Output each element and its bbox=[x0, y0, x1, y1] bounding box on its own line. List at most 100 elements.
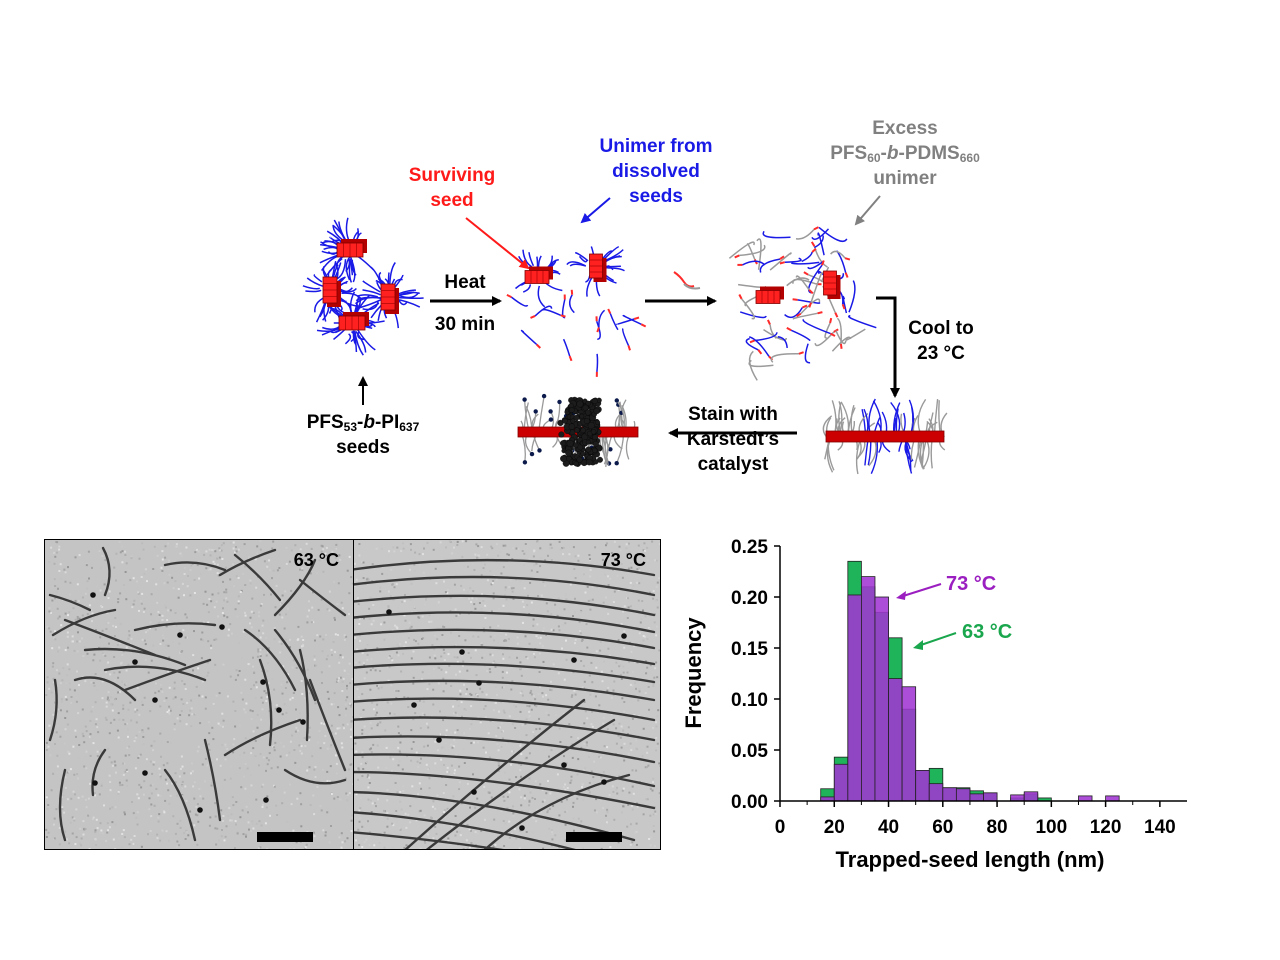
tem-micrograph-73c bbox=[354, 540, 660, 849]
seeds-label: PFS53-b-PI637 seeds bbox=[290, 410, 436, 460]
excess-line3: unimer bbox=[873, 168, 937, 189]
trapped-seed bbox=[571, 657, 577, 663]
polymer-chain bbox=[802, 318, 831, 335]
polymer-chain bbox=[830, 250, 846, 259]
stain-line1: Stain with bbox=[688, 404, 778, 425]
polymer-chain bbox=[345, 217, 351, 243]
micelle-filament bbox=[273, 628, 317, 702]
histogram-bar bbox=[955, 788, 971, 802]
trapped-seed bbox=[386, 609, 392, 615]
polymer-chain bbox=[739, 244, 766, 257]
excess-pdms-sub: 660 bbox=[959, 151, 980, 165]
micelle-filament bbox=[283, 768, 347, 785]
annotation-63c: 63 °C bbox=[962, 621, 1012, 643]
micelle-filament bbox=[354, 558, 656, 577]
polymer-chain bbox=[792, 278, 817, 285]
free-unimer bbox=[510, 296, 529, 307]
histogram-chart: 0 20 40 60 80 100 120 140 0.00 0.05 0.10 0.15 0.20 0.… bbox=[681, 537, 1187, 872]
micelle-filament bbox=[163, 561, 227, 572]
polymer-chain bbox=[537, 285, 546, 308]
stained-micelle-rod bbox=[517, 393, 639, 467]
polymer-chain bbox=[352, 330, 358, 353]
polymer-chain bbox=[820, 267, 829, 283]
micelle-filament bbox=[354, 697, 656, 722]
unimer-mixture-cluster bbox=[728, 226, 877, 381]
histogram-bar bbox=[942, 787, 957, 802]
micelle-filament bbox=[233, 553, 282, 602]
polymer-chain bbox=[784, 307, 804, 319]
polymer-chain bbox=[811, 228, 830, 240]
trapped-seed bbox=[476, 680, 482, 686]
micelle-filament bbox=[58, 768, 67, 842]
seeds-pfs-sub: 53 bbox=[343, 420, 358, 434]
surviving-seed-arrow bbox=[465, 217, 530, 270]
free-unimer bbox=[609, 313, 619, 331]
polymer-chain bbox=[362, 280, 381, 293]
polymer-chain bbox=[728, 241, 755, 259]
micelle-filament bbox=[51, 608, 117, 637]
trapped-seed bbox=[142, 770, 148, 776]
tem-noise bbox=[45, 540, 353, 849]
corona-chain bbox=[904, 436, 913, 474]
y-tick-label: 0.15 bbox=[731, 639, 768, 660]
y-axis-label: Frequency bbox=[681, 617, 706, 729]
histogram-bar bbox=[969, 793, 984, 802]
micelle-filament bbox=[133, 622, 217, 632]
excess-pfs: PFS bbox=[830, 143, 868, 164]
trapped-seed bbox=[621, 633, 627, 639]
excess-line1: Excess bbox=[872, 118, 938, 139]
cool-line1: Cool to bbox=[908, 318, 974, 339]
annotation-73c: 73 °C bbox=[946, 573, 996, 595]
excess-b: -b- bbox=[880, 143, 905, 164]
catalyst-nanoparticles bbox=[557, 396, 603, 467]
free-unimer bbox=[622, 314, 642, 325]
histogram-bar bbox=[1010, 794, 1025, 802]
polymer-chain bbox=[746, 243, 756, 260]
polymer-chain bbox=[808, 264, 823, 294]
free-unimer bbox=[562, 338, 571, 357]
polymer-chain bbox=[831, 336, 852, 352]
corona-chain bbox=[822, 415, 833, 438]
polymer-chain bbox=[302, 285, 320, 290]
micelle-filament bbox=[404, 698, 586, 849]
scheme-diagram bbox=[302, 195, 948, 475]
polymer-chain bbox=[769, 252, 792, 271]
polymer-chain bbox=[818, 226, 848, 243]
micelle-filament bbox=[83, 647, 187, 667]
tem-noise bbox=[354, 540, 660, 849]
polymer-chain bbox=[607, 267, 625, 272]
seeds-b: -b- bbox=[357, 412, 382, 433]
crystalline-seed bbox=[338, 312, 369, 331]
polymer-chain bbox=[848, 280, 856, 313]
histogram-bar bbox=[1105, 795, 1120, 802]
x-tick-label: 60 bbox=[932, 817, 953, 838]
excess-pfs-sub: 60 bbox=[867, 151, 881, 165]
trapped-seed bbox=[300, 719, 306, 725]
annotation-arrow-73c bbox=[899, 583, 942, 598]
free-unimer-chain bbox=[673, 271, 701, 290]
polymer-chain bbox=[795, 228, 815, 240]
annotation-arrow-63c bbox=[917, 632, 957, 647]
micelle-filament bbox=[223, 718, 302, 757]
polymer-chain bbox=[801, 251, 813, 263]
micelle-filament bbox=[308, 678, 347, 772]
trapped-seed bbox=[601, 779, 607, 785]
tem-63c-label: 63 °C bbox=[293, 550, 339, 570]
polymer-chain bbox=[795, 275, 810, 291]
trapped-seed bbox=[152, 697, 158, 703]
surviving-seed-line2: seed bbox=[430, 190, 474, 211]
micelle-filament bbox=[354, 645, 656, 666]
excess-unimer-label: Excess PFS60-b-PDMS660 unimer bbox=[810, 116, 1000, 191]
x-tick-label: 0 bbox=[775, 817, 786, 838]
stain-line2: Karstedt’s bbox=[686, 429, 780, 450]
tem-image-63c: 63 °C bbox=[44, 539, 354, 850]
polymer-chain bbox=[845, 328, 866, 341]
free-unimer bbox=[561, 299, 566, 319]
crystalline-core bbox=[825, 430, 945, 443]
seeds-pfs: PFS bbox=[306, 412, 344, 433]
cool-arrow bbox=[876, 296, 900, 398]
polymer-chain bbox=[745, 337, 759, 351]
polymer-chain bbox=[741, 298, 755, 320]
unimer-line2: dissolved bbox=[612, 161, 700, 182]
